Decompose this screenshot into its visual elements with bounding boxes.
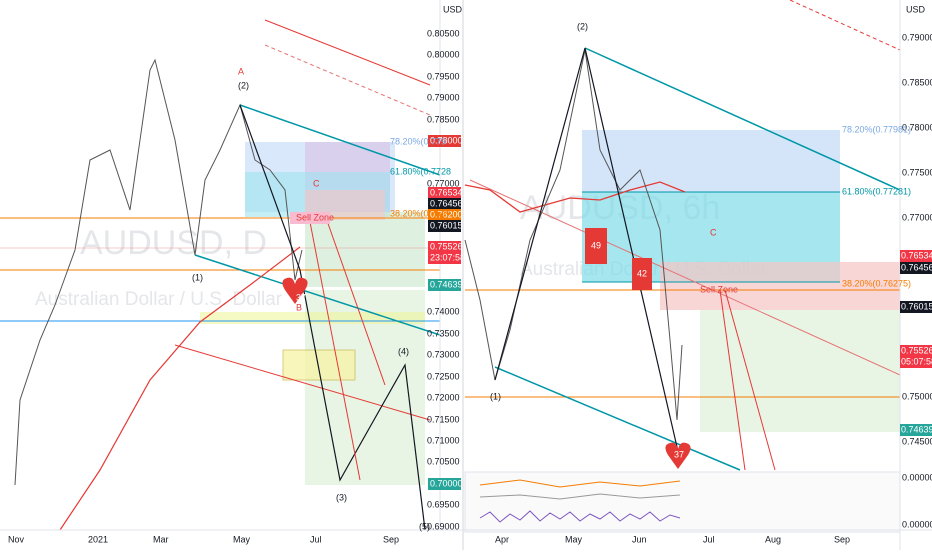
annotation: 78.20%(0.779 (390, 136, 446, 146)
price-badge (428, 241, 461, 253)
price-label: 0.77000 (902, 212, 932, 222)
price-badge (428, 478, 461, 490)
annotation: 61.80%(0.7728 (390, 166, 451, 176)
annotation: (5) (419, 521, 430, 531)
watermark: AUDUSD, D (80, 224, 267, 262)
price-badge-label: 0.74639 (901, 424, 932, 434)
annotation: 38.20%(0.7627 (390, 208, 451, 218)
left-price-axis: USD 0.80500 0.80000 0.79500 0.79000 0.78500 0.… (427, 0, 465, 531)
time-label: 2021 (88, 534, 108, 544)
price-label: 0.72500 (427, 371, 460, 381)
annotation: 78.20%(0.77981) (842, 124, 911, 134)
price-label: 0.00000 (902, 472, 932, 482)
price-label: 0.79000 (427, 92, 460, 102)
left-panel: AUDUSD, D Australian Dollar / U.S. Dolla… (0, 0, 441, 531)
annotation: (2) (577, 21, 588, 31)
time-label: Nov (8, 534, 25, 544)
price-label: 0.73000 (427, 349, 460, 359)
price-badge-label: 0.76456 (901, 262, 932, 272)
price-label: 0.71500 (427, 414, 460, 424)
price-badge-label: 0.76200 (430, 209, 463, 219)
price-label: 0.00000 (902, 519, 932, 529)
annotation: 42 (637, 268, 647, 278)
price-label: 0.77500 (902, 167, 932, 177)
price-badge (900, 345, 932, 357)
annotation: Sell Zone (296, 212, 334, 222)
annotation: 38.20%(0.76275) (842, 278, 911, 288)
annotation: 37 (296, 292, 306, 302)
price-badge-label: 0.76534 (430, 187, 463, 197)
price-badge-label: 0.70000 (430, 478, 463, 488)
annotation: C (313, 178, 320, 188)
annotation: (1) (192, 272, 203, 282)
price-badge-label: 0.76456 (430, 198, 463, 208)
price-badge (428, 187, 461, 199)
time-label: Aug (765, 534, 781, 544)
price-label: 0.79000 (902, 32, 932, 42)
annotation: (3) (336, 492, 347, 502)
price-label: 0.78000 (902, 122, 932, 132)
price-label: 0.72000 (427, 392, 460, 402)
time-label: Sep (834, 534, 850, 544)
annotation: B (296, 302, 302, 312)
right-price-axis: USD 0.79000 0.78500 0.78000 0.77500 0.77000 0.… (899, 0, 932, 550)
price-badge-label: 0.75526 (901, 345, 932, 355)
right-panel: AUDUSD, 6h Australian Dollar / U.S. Doll… (462, 0, 901, 550)
time-label: Apr (495, 534, 509, 544)
price-label: 0.79500 (427, 71, 460, 81)
currency: USD (906, 4, 926, 14)
watermark-subtitle: Australian Dollar / U.S. Dollar (35, 289, 283, 310)
price-badge (428, 252, 461, 264)
time-label: Jul (310, 534, 322, 544)
price-badge-label: 0.76015 (430, 220, 463, 230)
annotation: C (710, 227, 717, 237)
price-badge (900, 250, 932, 262)
price-label: 0.70500 (427, 456, 460, 466)
price-label: 0.69000 (427, 521, 460, 531)
annotation: (2) (238, 80, 249, 90)
price-badge-label: 23:07:58 (430, 252, 465, 262)
price-label: 0.69500 (427, 499, 460, 509)
time-label: May (565, 534, 583, 544)
price-label: 0.71000 (427, 435, 460, 445)
price-badge (428, 220, 461, 232)
price-label: 0.80000 (427, 49, 460, 59)
price-badge (900, 301, 932, 313)
time-label: Jun (632, 534, 647, 544)
price-label: 0.78500 (902, 77, 932, 87)
price-badge (428, 198, 461, 210)
price-badge (428, 135, 461, 147)
annotation: 49 (591, 240, 601, 250)
time-label: May (233, 534, 251, 544)
price-label: 0.77000 (427, 178, 460, 188)
price-label: 0.78500 (427, 114, 460, 124)
price-badge (428, 209, 461, 221)
price-label: 0.73500 (427, 328, 460, 338)
time-label: Sep (383, 534, 399, 544)
annotation: A (238, 66, 244, 76)
price-badge-label: 0.76015 (901, 301, 932, 311)
annotation: 61.80%(0.77281) (842, 186, 911, 196)
currency: USD (443, 4, 463, 14)
price-badge (900, 262, 932, 274)
annotation: Sell Zone (700, 284, 738, 294)
time-label: Jul (703, 534, 715, 544)
annotation: (4) (398, 346, 409, 356)
price-label: 0.74000 (427, 306, 460, 316)
price-badge-label: 0.76534 (901, 250, 932, 260)
price-label: 0.75000 (902, 391, 932, 401)
price-label: 0.80500 (427, 28, 460, 38)
price-badge-label: 0.74639 (430, 279, 463, 289)
annotation: 37 (674, 449, 684, 459)
price-badge-label: 0.75526 (430, 241, 463, 251)
time-label: Mar (153, 534, 169, 544)
price-label: 0.74500 (902, 436, 932, 446)
price-badge (428, 279, 461, 291)
price-badge-label: 0.78000 (430, 135, 463, 145)
price-badge-label: 05:07:58 (901, 356, 932, 366)
price-badge (900, 356, 932, 368)
price-badge (900, 424, 932, 436)
annotation: (1) (490, 391, 501, 401)
